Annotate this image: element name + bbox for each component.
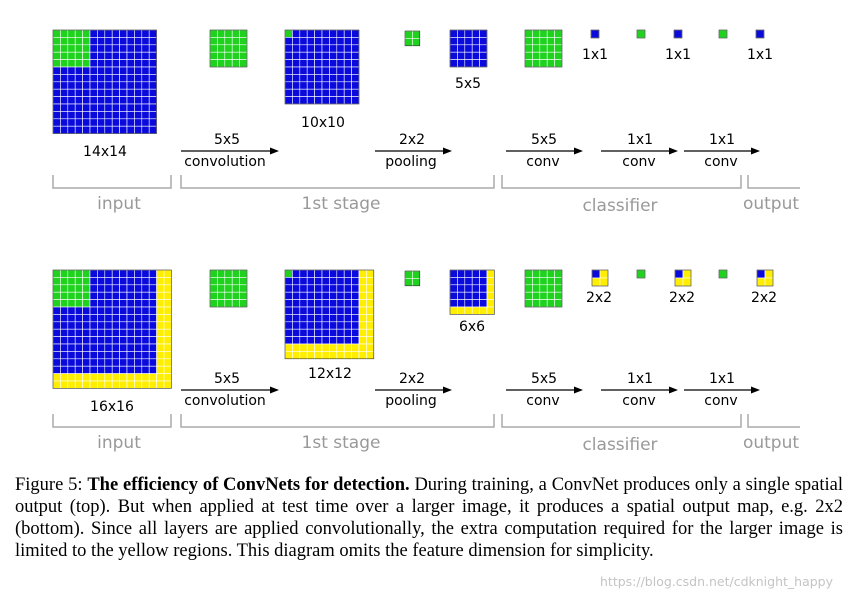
bottom-stage-output-size-label: 12x12 [308,366,352,382]
top-output-2-label: 1x1 [665,47,691,63]
top-stage-output-grid [284,29,360,105]
bottom-conv-kernel-grid [209,269,248,308]
top-group-output-label: output [743,194,799,214]
top-classifier-kernel-grid [524,29,563,68]
top-input-grid [52,29,157,134]
caption-title: The efficiency of ConvNets for detection… [87,475,410,495]
bottom-arrow-4 [601,386,678,394]
top-bracket-classifier [501,175,742,189]
top-bracket-stage [180,175,495,189]
top-stage-output-size-label: 10x10 [301,115,345,131]
top-output-3-label: 1x1 [747,47,773,63]
bottom-output-3-label: 2x2 [751,290,777,306]
top-output3-grid [755,29,765,39]
bottom-arrow4-top-label: 1x1 [627,371,653,387]
top-arrow4-bottom-label: conv [622,154,655,170]
top-conv1x1-kernel-a [636,29,646,39]
bottom-arrow1-bottom-label: convolution [184,393,266,409]
top-arrow-2 [375,147,452,155]
bottom-arrow-1 [181,386,279,394]
bottom-arrow5-bottom-label: conv [704,393,737,409]
top-arrow4-top-label: 1x1 [627,132,653,148]
top-arrow2-bottom-label: pooling [385,154,437,170]
caption-prefix: Figure 5: [15,475,88,495]
bottom-input-grid [52,269,172,389]
watermark: https://blog.csdn.net/cdknight_happy [600,574,834,589]
bottom-group-output-label: output [743,433,799,453]
bottom-bracket-input [52,414,172,428]
bottom-arrow1-top-label: 5x5 [214,371,240,387]
top-output1-grid [590,29,600,39]
top-arrow-4 [601,147,678,155]
top-arrow5-top-label: 1x1 [709,132,735,148]
bottom-group-input-label: input [97,433,141,453]
top-pooled-grid [449,29,488,68]
bottom-conv1x1-kernel-a [636,269,646,279]
top-conv1x1-kernel-b [718,29,728,39]
bottom-row-labels: 16x16 12x12 6x6 2x2 2x2 2x2 5x5 convolut… [90,290,799,455]
top-row-labels: 14x14 10x10 5x5 1x1 1x1 1x1 5x5 convolut… [83,47,799,216]
bottom-bracket-output [747,414,800,428]
bottom-arrow5-top-label: 1x1 [709,371,735,387]
bottom-group-classifier-label: classifier [582,435,657,455]
bottom-output-1-label: 2x2 [586,290,612,306]
bottom-input-size-label: 16x16 [90,399,134,415]
top-group-input-label: input [97,194,141,214]
bottom-arrow-5 [684,386,760,394]
top-arrow1-bottom-label: convolution [184,154,266,170]
bottom-group-stage-label: 1st stage [302,433,381,453]
top-arrow3-bottom-label: conv [526,154,559,170]
bottom-pooled-size-label: 6x6 [459,319,485,335]
bottom-pool-kernel-grid [404,270,421,287]
top-pooled-size-label: 5x5 [455,76,481,92]
top-group-stage-label: 1st stage [302,194,381,214]
figure-caption: Figure 5: The efficiency of ConvNets for… [15,474,843,562]
top-arrow-1 [181,147,279,155]
top-conv-kernel-grid [209,29,248,68]
top-output2-grid [673,29,683,39]
top-arrow5-bottom-label: conv [704,154,737,170]
top-arrow3-top-label: 5x5 [531,132,557,148]
bottom-arrow-2 [375,386,452,394]
caption-body: During training, a ConvNet produces only… [15,475,843,561]
group-brackets [52,175,800,428]
bottom-output-2-label: 2x2 [669,290,695,306]
bottom-output3-grid [756,269,774,287]
top-group-classifier-label: classifier [582,196,657,216]
arrows [181,147,760,394]
bottom-arrow2-bottom-label: pooling [385,393,437,409]
top-bracket-input [52,175,172,189]
top-arrow-3 [506,147,583,155]
top-arrow-5 [684,147,760,155]
top-bracket-output [747,175,800,189]
bottom-conv1x1-kernel-b [718,269,728,279]
bottom-classifier-kernel-grid [524,269,563,308]
bottom-stage-output-grid [284,269,375,360]
top-arrow1-top-label: 5x5 [214,132,240,148]
feature-map-grids [52,29,774,389]
bottom-output2-grid [674,269,692,287]
bottom-pooled-grid [449,269,495,315]
bottom-bracket-stage [180,414,495,428]
convnet-diagram: 14x14 10x10 5x5 1x1 1x1 1x1 5x5 convolut… [52,29,800,455]
bottom-arrow2-top-label: 2x2 [399,371,425,387]
bottom-arrow4-bottom-label: conv [622,393,655,409]
bottom-arrow3-bottom-label: conv [526,393,559,409]
bottom-arrow-3 [506,386,583,394]
bottom-output1-grid [591,269,609,287]
top-arrow2-top-label: 2x2 [399,132,425,148]
bottom-arrow3-top-label: 5x5 [531,371,557,387]
top-input-size-label: 14x14 [83,144,127,160]
top-output-1-label: 1x1 [582,47,608,63]
bottom-bracket-classifier [501,414,742,428]
top-pool-kernel-grid [404,30,421,47]
